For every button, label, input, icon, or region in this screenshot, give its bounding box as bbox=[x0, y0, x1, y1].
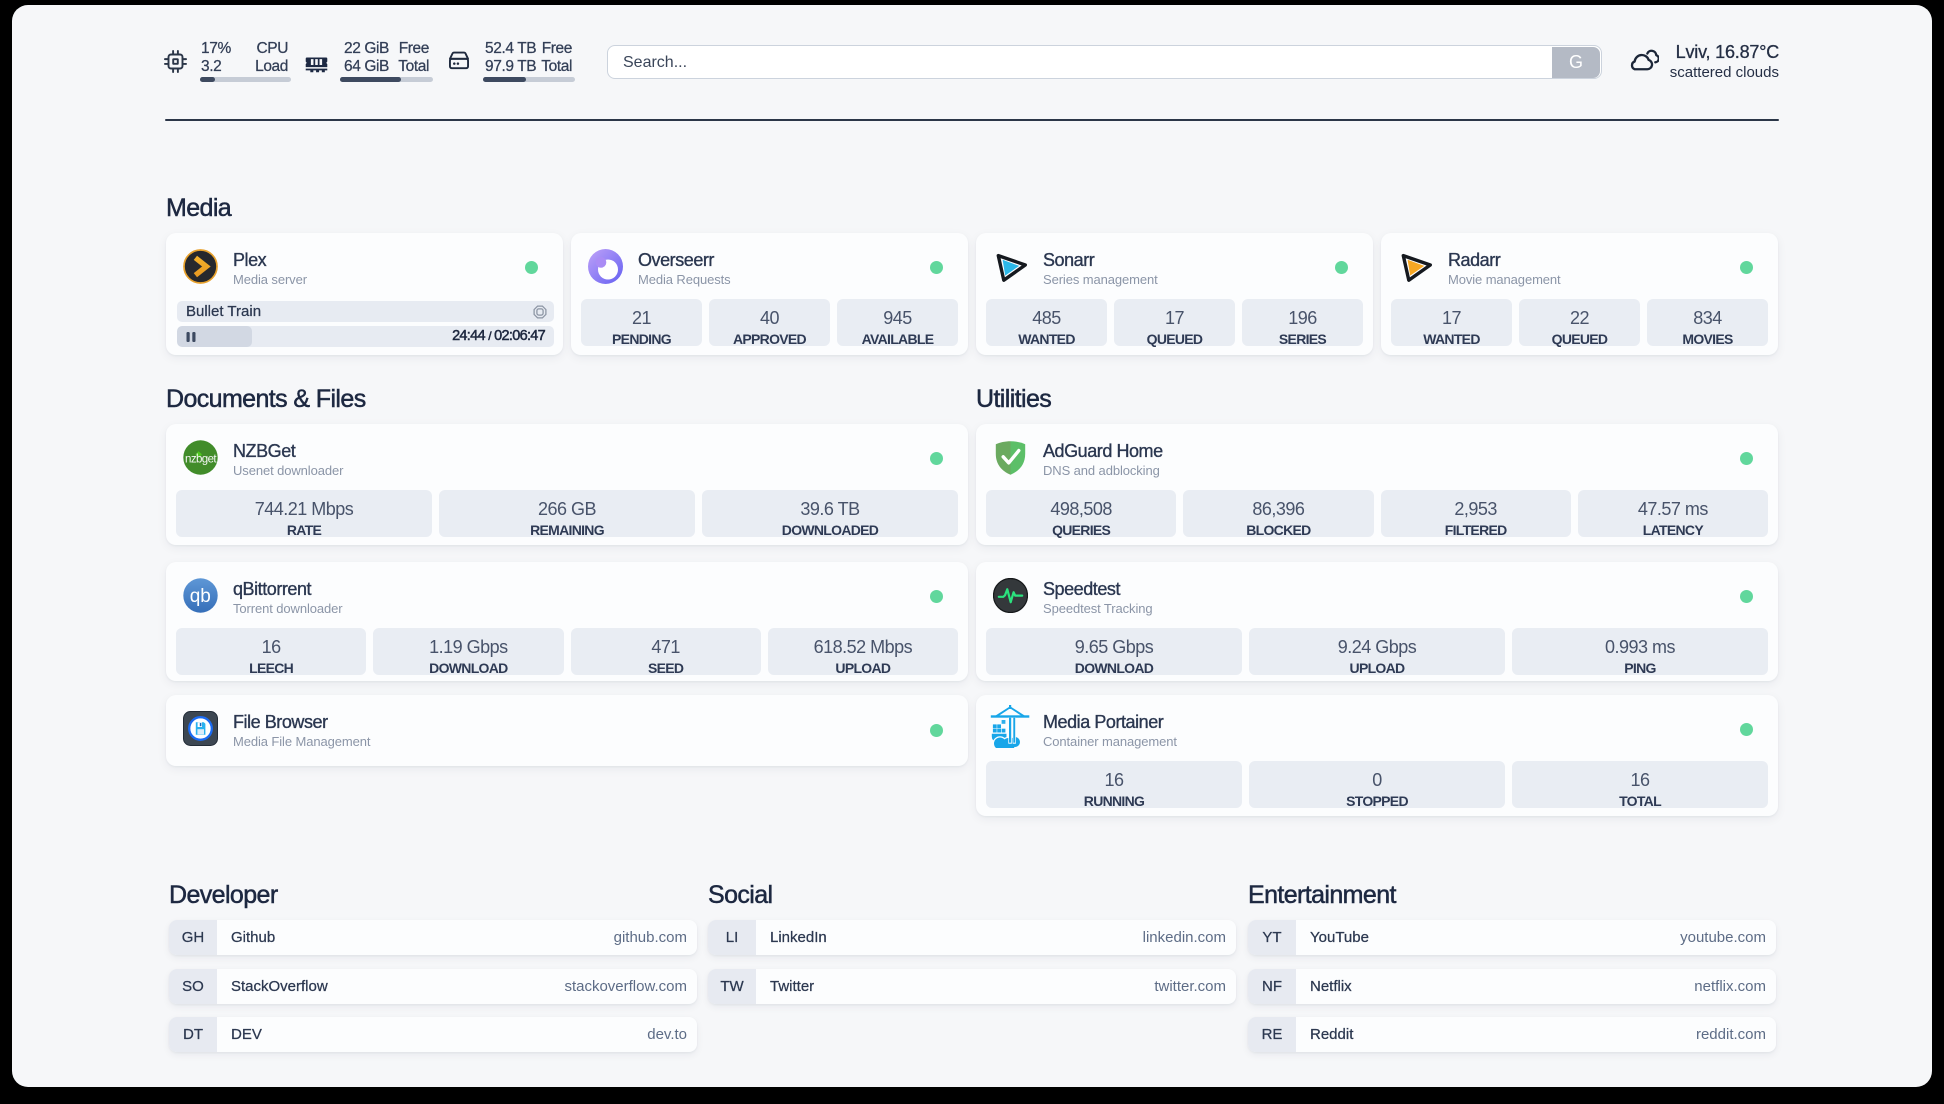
svg-text:nzbget: nzbget bbox=[185, 454, 217, 466]
svg-text:qb: qb bbox=[190, 586, 211, 607]
